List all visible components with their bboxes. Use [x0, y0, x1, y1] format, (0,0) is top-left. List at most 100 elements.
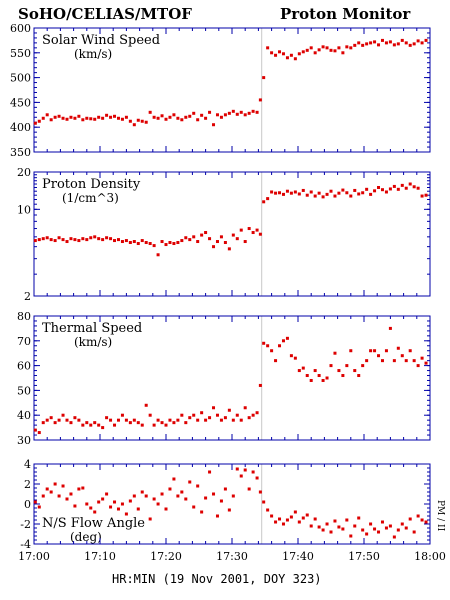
data-point	[144, 494, 148, 498]
data-point	[148, 110, 152, 114]
data-point	[124, 115, 128, 119]
data-point	[235, 467, 239, 471]
data-point	[392, 184, 396, 188]
data-point	[388, 326, 392, 330]
data-point	[281, 192, 285, 196]
data-point	[400, 354, 404, 358]
data-point	[313, 194, 317, 198]
data-point	[184, 115, 188, 119]
data-point	[321, 378, 325, 382]
data-point	[251, 470, 255, 474]
data-point	[172, 242, 176, 246]
data-point	[208, 237, 212, 241]
data-point	[396, 187, 400, 191]
data-point	[152, 115, 156, 119]
data-point	[243, 468, 247, 472]
data-point	[215, 514, 219, 518]
x-axis-label: HR:MIN (19 Nov 2001, DOY 323)	[112, 572, 322, 586]
data-point	[200, 510, 204, 514]
data-point	[262, 200, 266, 204]
data-point	[262, 341, 266, 345]
data-point	[285, 336, 289, 340]
data-point	[77, 487, 81, 491]
data-point	[65, 418, 69, 422]
data-point	[37, 431, 41, 435]
data-point	[120, 117, 124, 121]
data-point	[317, 48, 321, 52]
data-point	[231, 418, 235, 422]
data-point	[297, 52, 301, 56]
data-point	[274, 359, 278, 363]
data-point	[305, 513, 309, 517]
data-point	[136, 421, 140, 425]
panel-flow-angle: N/S Flow Angle (deg)	[42, 516, 145, 544]
data-point	[180, 118, 184, 122]
data-point	[160, 421, 164, 425]
data-point	[116, 418, 120, 422]
data-point	[258, 98, 262, 102]
data-point	[255, 110, 259, 114]
data-point	[172, 113, 176, 117]
data-point	[215, 413, 219, 417]
data-point	[333, 351, 337, 355]
plot-area-proton-density: 2 10 20	[17, 166, 431, 303]
panel-title-solar-wind-speed: Solar Wind Speed	[42, 33, 160, 48]
data-point	[184, 236, 188, 240]
data-point	[128, 241, 132, 245]
data-point	[420, 356, 424, 360]
data-point	[53, 115, 57, 119]
y-tick-label: 70	[17, 335, 31, 348]
data-point	[301, 50, 305, 54]
data-point	[49, 118, 53, 122]
data-point	[388, 187, 392, 191]
data-point	[289, 354, 293, 358]
data-point	[156, 502, 160, 506]
data-point	[369, 41, 373, 45]
data-point	[258, 490, 262, 494]
data-point	[215, 113, 219, 117]
data-point	[164, 243, 168, 247]
data-point	[93, 421, 97, 425]
data-point	[33, 428, 37, 432]
data-point	[105, 113, 109, 117]
y-tick-label: 550	[10, 47, 31, 60]
data-point	[357, 516, 361, 520]
y-tick-label: 600	[10, 22, 31, 35]
data-point	[132, 494, 136, 498]
data-point	[404, 41, 408, 45]
data-point	[235, 413, 239, 417]
y-tick-label: 500	[10, 72, 31, 85]
data-point	[113, 239, 117, 243]
data-point	[365, 187, 369, 191]
data-point	[289, 191, 293, 195]
data-point	[373, 189, 377, 193]
data-point	[41, 421, 45, 425]
data-point	[148, 242, 152, 246]
data-point	[408, 349, 412, 353]
data-point	[184, 497, 188, 501]
data-point	[101, 426, 105, 430]
data-point	[400, 183, 404, 187]
data-point	[231, 109, 235, 113]
x-tick-label: 17:40	[282, 550, 314, 563]
data-point	[243, 406, 247, 410]
data-point	[109, 418, 113, 422]
data-point	[188, 238, 192, 242]
data-point	[349, 349, 353, 353]
data-point	[384, 41, 388, 45]
data-point	[396, 42, 400, 46]
data-point	[160, 492, 164, 496]
data-point	[255, 476, 259, 480]
data-point	[365, 359, 369, 363]
data-point	[215, 240, 219, 244]
data-point	[235, 237, 239, 241]
data-point	[251, 109, 255, 113]
data-point	[33, 121, 37, 125]
data-point	[235, 112, 239, 116]
y-tick-label: 2	[24, 478, 31, 491]
data-point	[128, 119, 132, 123]
panel-units-flow-angle: (deg)	[70, 530, 102, 544]
plot-area-flow-angle: -4 -2 0 2 4 17:00 17:10 17:20 17:30 17:40 17:50 18:…	[18, 458, 446, 563]
data-point	[337, 46, 341, 50]
data-point	[200, 411, 204, 415]
